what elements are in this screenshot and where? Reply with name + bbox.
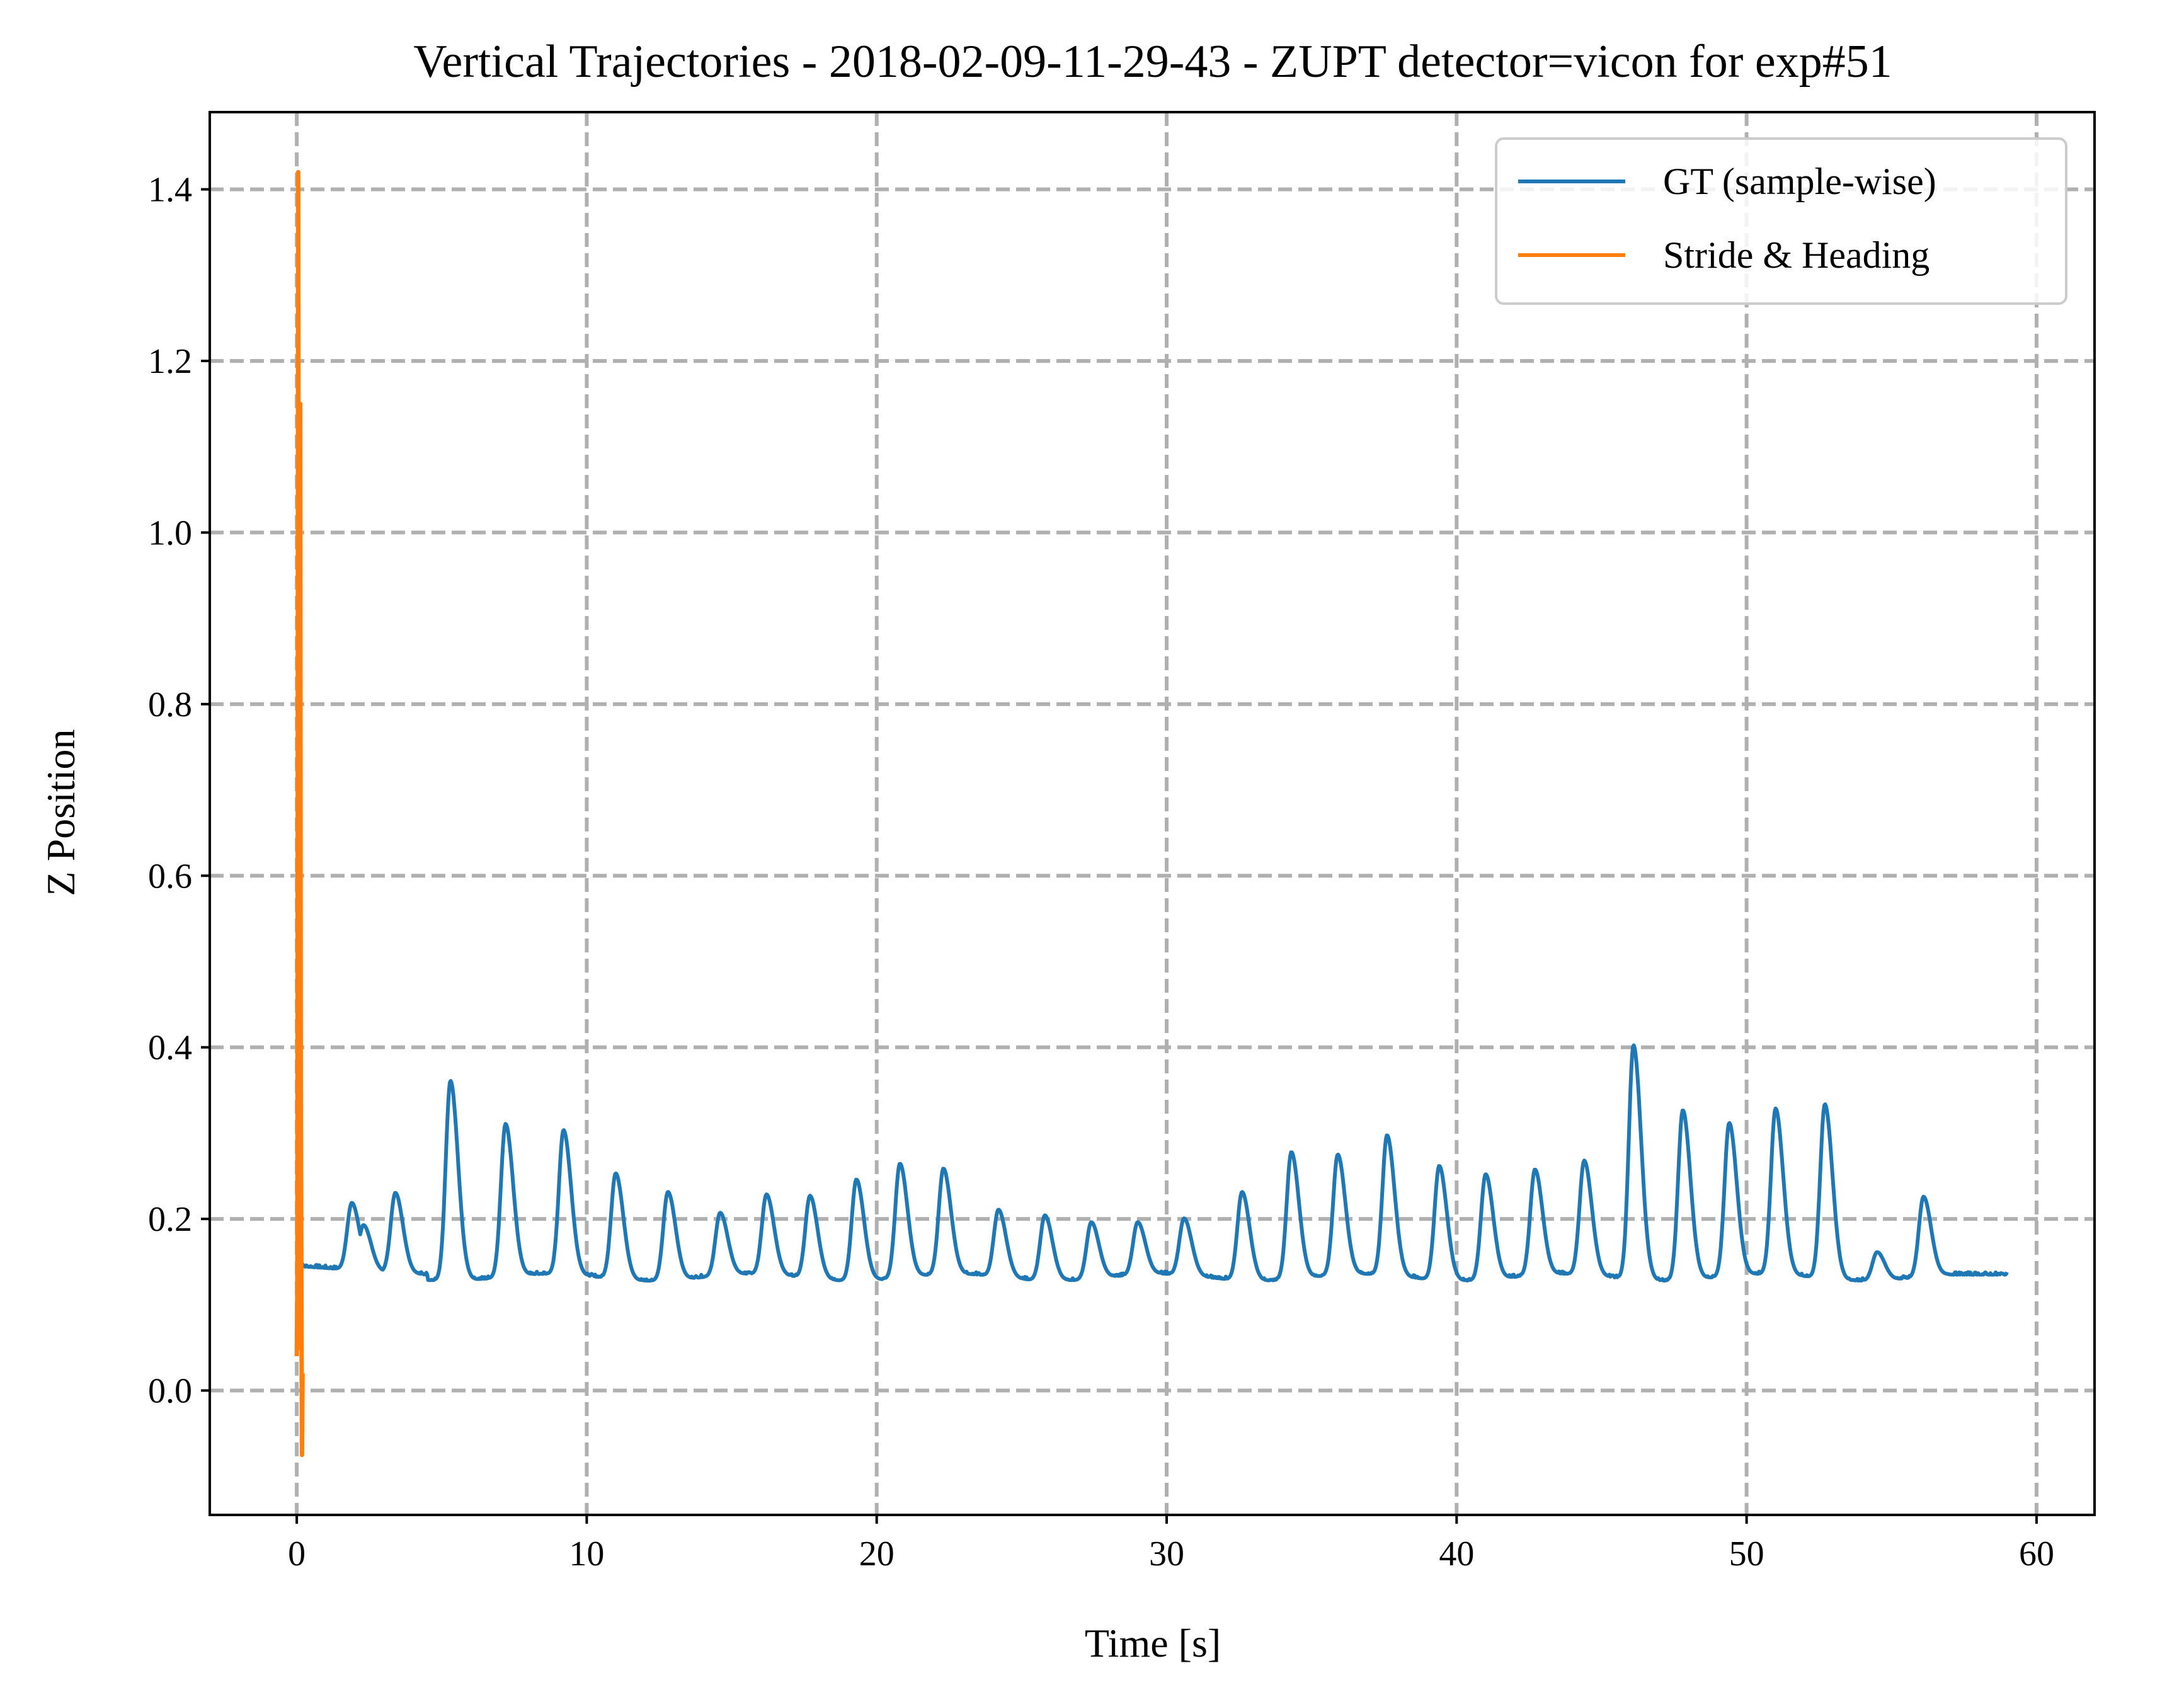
y-tick-label: 0.6	[148, 857, 192, 896]
y-tick-label: 1.2	[148, 342, 192, 381]
x-tick-label: 10	[569, 1534, 604, 1573]
x-tick-label: 0	[288, 1534, 306, 1573]
x-axis-ticks: 0 10 20 30 40 50 60	[288, 1515, 2054, 1573]
x-tick-label: 60	[2019, 1534, 2054, 1573]
y-tick-label: 0.4	[148, 1029, 192, 1068]
x-tick-label: 40	[1439, 1534, 1474, 1573]
legend: GT (sample-wise) Stride & Heading	[1495, 137, 2067, 305]
axes-frame	[209, 111, 2096, 1516]
y-tick-label: 0.8	[148, 685, 192, 724]
x-tick-label: 20	[859, 1534, 895, 1573]
series-line-gt-sample-wise	[295, 1043, 2009, 1283]
y-axis-label: Z Position	[38, 729, 83, 896]
y-tick-label: 1.0	[148, 513, 192, 552]
series-layer	[294, 169, 2009, 1458]
series-line-stride-heading	[294, 169, 305, 1458]
x-tick-label: 30	[1149, 1534, 1184, 1573]
chart-title: Vertical Trajectories - 2018-02-09-11-29…	[413, 36, 1892, 88]
y-tick-label: 1.4	[148, 171, 192, 210]
x-axis-label: Time [s]	[1085, 1621, 1221, 1665]
legend-label-stride-heading: Stride & Heading	[1663, 234, 1930, 276]
legend-label-gt: GT (sample-wise)	[1663, 161, 1936, 202]
legend-box	[1495, 137, 2067, 305]
y-axis-ticks: 0.0 0.2 0.4 0.6 0.8 1.0 1.2 1.4	[148, 171, 210, 1410]
x-tick-label: 50	[1729, 1534, 1764, 1573]
y-tick-label: 0.0	[148, 1371, 192, 1410]
y-tick-label: 0.2	[148, 1200, 192, 1239]
